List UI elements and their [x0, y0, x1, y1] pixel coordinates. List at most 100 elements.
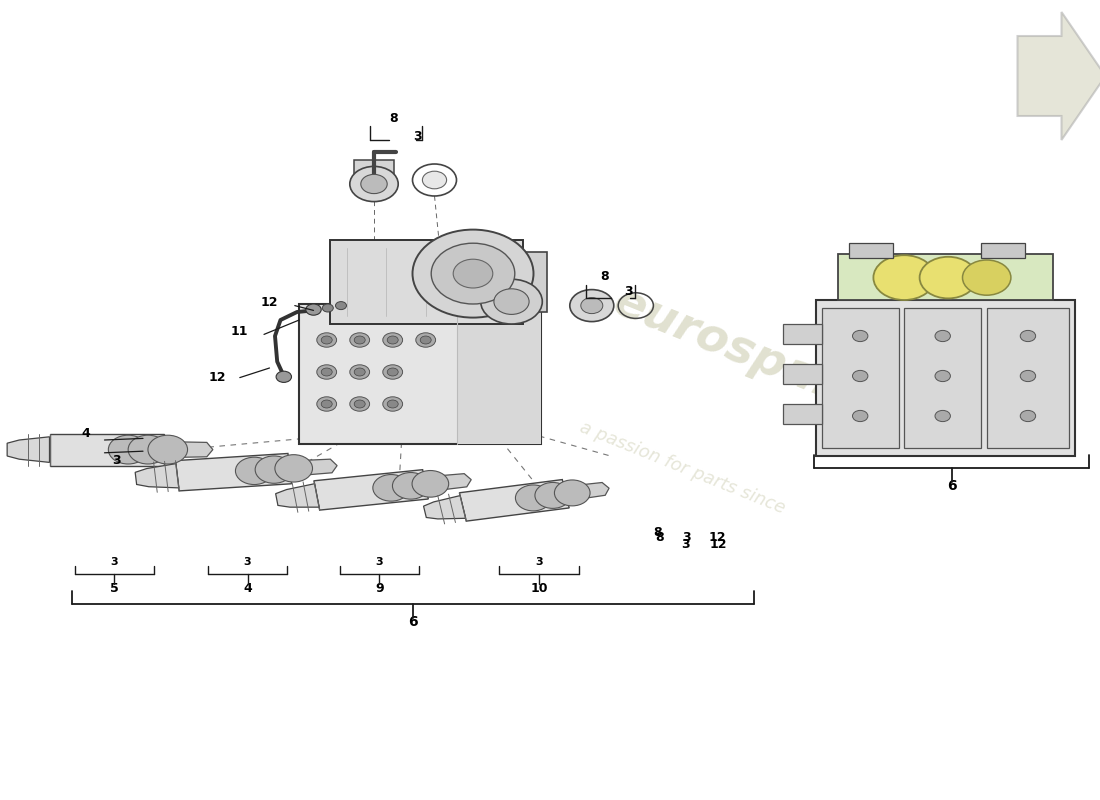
Text: 12: 12 — [261, 296, 278, 309]
Circle shape — [962, 260, 1011, 295]
FancyBboxPatch shape — [987, 308, 1069, 448]
Text: 4: 4 — [81, 427, 90, 440]
Circle shape — [387, 368, 398, 376]
Circle shape — [306, 304, 321, 315]
Polygon shape — [314, 470, 428, 510]
Polygon shape — [460, 479, 569, 521]
FancyBboxPatch shape — [838, 254, 1053, 300]
Text: 6: 6 — [947, 478, 956, 493]
Circle shape — [321, 400, 332, 408]
Polygon shape — [276, 484, 319, 507]
FancyBboxPatch shape — [299, 304, 541, 444]
FancyBboxPatch shape — [981, 243, 1025, 258]
Circle shape — [453, 259, 493, 288]
Circle shape — [322, 304, 333, 312]
Circle shape — [554, 480, 590, 506]
Text: 4: 4 — [243, 582, 252, 594]
Circle shape — [1021, 410, 1036, 422]
Text: 3: 3 — [112, 454, 121, 467]
Circle shape — [852, 410, 868, 422]
Circle shape — [235, 457, 273, 485]
Polygon shape — [50, 434, 165, 466]
Text: 8: 8 — [389, 112, 398, 125]
Polygon shape — [289, 459, 337, 476]
Polygon shape — [165, 442, 213, 458]
Circle shape — [431, 243, 515, 304]
Circle shape — [420, 336, 431, 344]
Circle shape — [383, 365, 403, 379]
Text: a passion for parts since: a passion for parts since — [576, 418, 788, 518]
Circle shape — [416, 333, 436, 347]
Circle shape — [935, 410, 950, 422]
Circle shape — [350, 166, 398, 202]
FancyBboxPatch shape — [849, 243, 893, 258]
Circle shape — [387, 336, 398, 344]
Circle shape — [361, 174, 387, 194]
Text: 8: 8 — [656, 531, 664, 544]
Circle shape — [336, 302, 346, 310]
Circle shape — [481, 279, 542, 324]
Circle shape — [494, 289, 529, 314]
Circle shape — [321, 336, 332, 344]
Circle shape — [350, 365, 370, 379]
Text: 3: 3 — [111, 557, 118, 566]
FancyBboxPatch shape — [822, 308, 899, 448]
Circle shape — [387, 400, 398, 408]
Circle shape — [412, 470, 449, 497]
Text: 12: 12 — [209, 371, 227, 384]
FancyBboxPatch shape — [456, 304, 541, 444]
Polygon shape — [564, 482, 609, 501]
Text: 8: 8 — [601, 270, 609, 283]
Circle shape — [852, 330, 868, 342]
Circle shape — [147, 435, 187, 464]
FancyBboxPatch shape — [354, 160, 394, 192]
Circle shape — [350, 333, 370, 347]
Circle shape — [350, 397, 370, 411]
Circle shape — [383, 397, 403, 411]
Circle shape — [535, 482, 571, 508]
Text: 5: 5 — [110, 582, 119, 594]
Polygon shape — [135, 464, 179, 488]
Circle shape — [108, 435, 147, 464]
Circle shape — [275, 454, 312, 482]
FancyBboxPatch shape — [783, 324, 822, 344]
Circle shape — [373, 474, 409, 501]
Circle shape — [422, 171, 447, 189]
Circle shape — [317, 397, 337, 411]
Polygon shape — [8, 437, 50, 462]
Circle shape — [1021, 370, 1036, 382]
Circle shape — [570, 290, 614, 322]
Circle shape — [873, 255, 935, 300]
Circle shape — [935, 370, 950, 382]
Circle shape — [393, 473, 429, 499]
Text: 3: 3 — [536, 557, 542, 566]
FancyBboxPatch shape — [783, 404, 822, 424]
Circle shape — [321, 368, 332, 376]
Polygon shape — [424, 496, 465, 519]
Circle shape — [354, 336, 365, 344]
Text: 10: 10 — [530, 582, 548, 594]
Text: 3: 3 — [376, 557, 383, 566]
Polygon shape — [1018, 12, 1100, 140]
FancyBboxPatch shape — [816, 300, 1075, 456]
Text: 6: 6 — [408, 615, 417, 630]
FancyBboxPatch shape — [904, 308, 981, 448]
Circle shape — [383, 333, 403, 347]
Text: 3: 3 — [624, 285, 632, 298]
Circle shape — [128, 435, 168, 464]
Text: 12: 12 — [710, 538, 727, 550]
Text: 3: 3 — [681, 538, 690, 550]
Text: eurospares: eurospares — [606, 279, 901, 433]
Circle shape — [935, 330, 950, 342]
Circle shape — [1021, 330, 1036, 342]
Text: 3: 3 — [244, 557, 251, 566]
Text: 11: 11 — [231, 325, 249, 338]
Circle shape — [412, 230, 534, 318]
FancyBboxPatch shape — [522, 252, 547, 312]
Circle shape — [276, 371, 292, 382]
Circle shape — [920, 257, 977, 298]
FancyBboxPatch shape — [330, 240, 522, 324]
Circle shape — [317, 333, 337, 347]
Circle shape — [255, 456, 293, 483]
Text: 3: 3 — [414, 130, 422, 142]
